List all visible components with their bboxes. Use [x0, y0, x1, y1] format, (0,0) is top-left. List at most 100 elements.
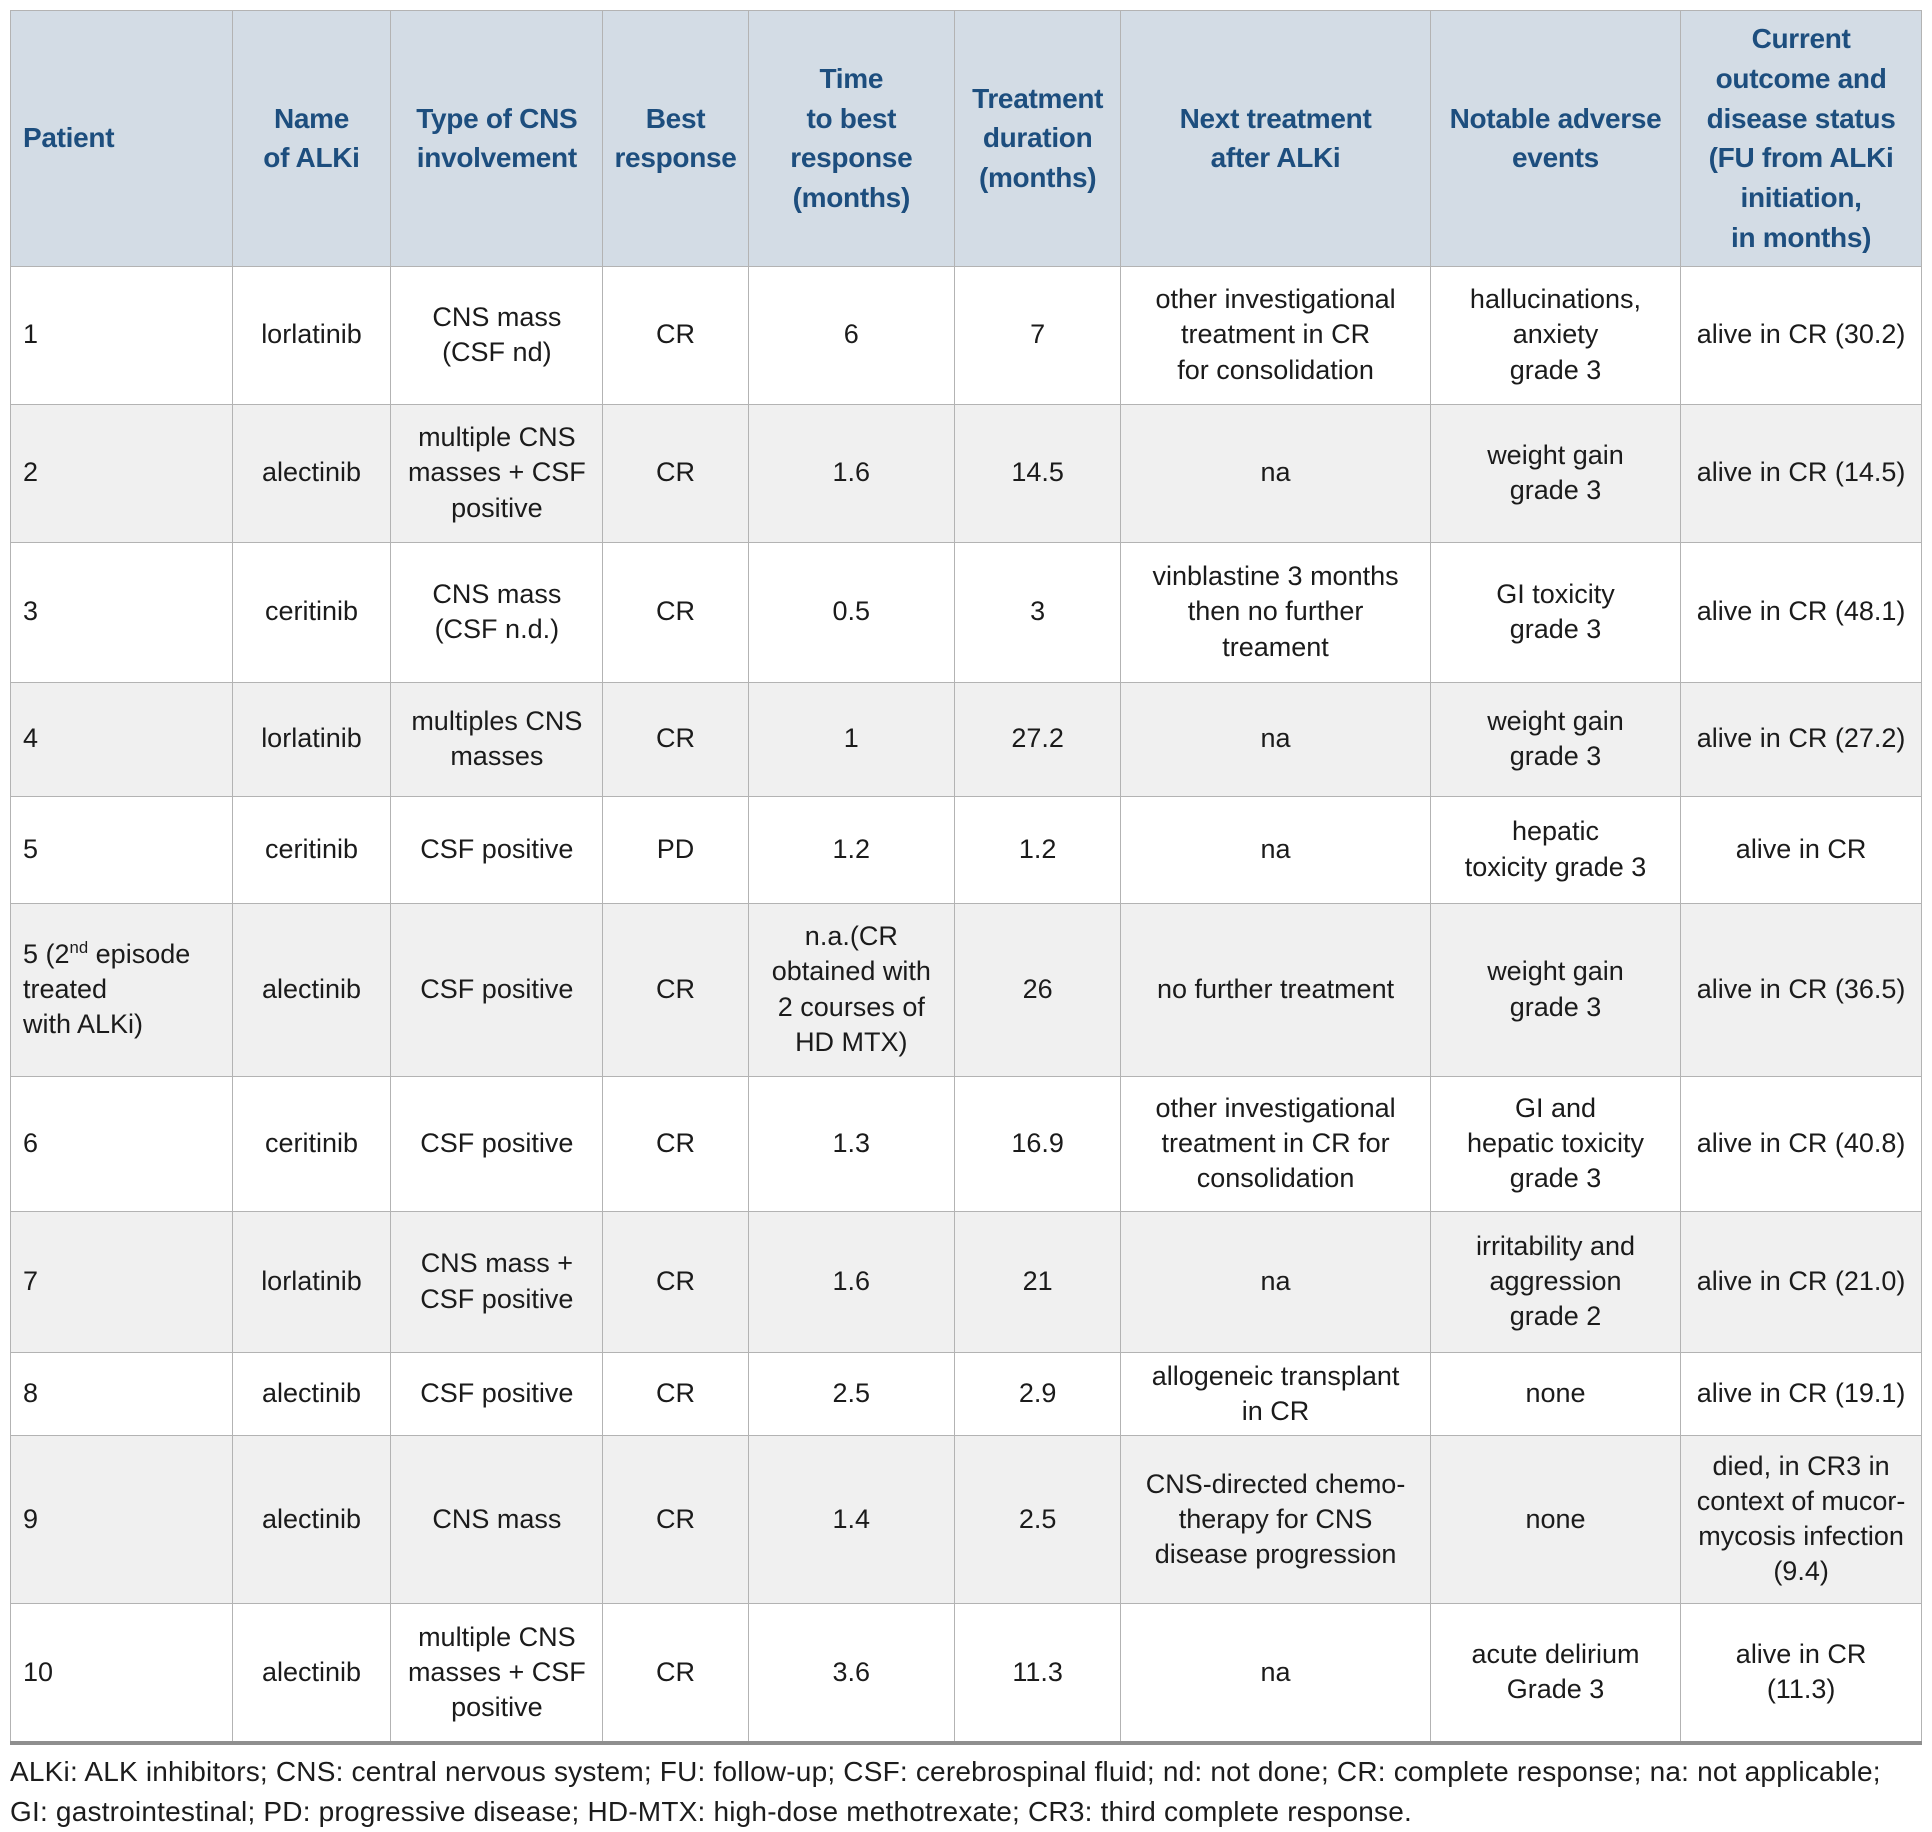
cns-involvement-cell: multiples CNS masses	[390, 681, 604, 797]
name-of-alki-cell: lorlatinib	[231, 265, 392, 405]
patient-row: 3 ceritinib CNS mass (CSF n.d.) CR 0.5 3 vinbl…	[10, 541, 1922, 683]
cns-involvement-cell: CNS mass + CSF positive	[390, 1210, 604, 1353]
header-name-of-alki: Name of ALKi	[231, 10, 392, 267]
next-treatment-cell: other investigational treatment in CR fo…	[1120, 265, 1431, 405]
cns-involvement-cell: multiple CNS masses + CSF positive	[390, 403, 604, 543]
patient-row: 1 lorlatinib CNS mass (CSF nd) CR 6 7 other in…	[10, 265, 1922, 405]
adverse-events-cell: weight gain grade 3	[1429, 681, 1682, 797]
cns-involvement-cell: CSF positive	[390, 795, 604, 904]
patient-label: 8	[23, 1378, 39, 1409]
outcome-cell: alive in CR (48.1)	[1680, 541, 1922, 683]
best-response-cell: CR	[602, 1602, 749, 1746]
table-header: Patient Name of ALKi Type of CNS involve…	[10, 10, 1922, 267]
patient-row: 5 (2nd episode treated with ALKi) alectin…	[10, 902, 1922, 1077]
best-response-cell: CR	[602, 681, 749, 797]
cns-involvement-cell: multiple CNS masses + CSF positive	[390, 1602, 604, 1746]
name-of-alki-cell: ceritinib	[231, 541, 392, 683]
outcome-cell: alive in CR (14.5)	[1680, 403, 1922, 543]
outcome-cell: alive in CR (30.2)	[1680, 265, 1922, 405]
best-response-cell: CR	[602, 902, 749, 1077]
patient-label: 2	[23, 457, 39, 488]
cns-involvement-cell: CSF positive	[390, 1351, 604, 1436]
patient-cell: 1	[10, 265, 233, 405]
patient-outcomes-table: Patient Name of ALKi Type of CNS involve…	[10, 10, 1922, 1746]
patient-label: 5	[23, 833, 39, 864]
cns-involvement-cell: CNS mass (CSF nd)	[390, 265, 604, 405]
header-treatment-duration: Treatment duration (months)	[953, 10, 1122, 267]
patient-cell: 9	[10, 1434, 233, 1604]
header-cns-involvement: Type of CNS involvement	[390, 10, 604, 267]
time-to-best-response-cell: 3.6	[747, 1602, 956, 1746]
best-response-cell: CR	[602, 1434, 749, 1604]
patient-cell: 2	[10, 403, 233, 543]
treatment-duration-cell: 14.5	[953, 403, 1122, 543]
patient-label: 4	[23, 723, 39, 754]
patient-cell: 4	[10, 681, 233, 797]
adverse-events-cell: weight gain grade 3	[1429, 902, 1682, 1077]
name-of-alki-cell: alectinib	[231, 1602, 392, 1746]
outcome-cell: alive in CR (11.3)	[1680, 1602, 1922, 1746]
time-to-best-response-cell: 0.5	[747, 541, 956, 683]
patient-cell: 3	[10, 541, 233, 683]
patient-label: 5 (2	[23, 938, 70, 969]
name-of-alki-cell: alectinib	[231, 1351, 392, 1436]
next-treatment-cell: na	[1120, 403, 1431, 543]
best-response-cell: CR	[602, 403, 749, 543]
treatment-duration-cell: 2.5	[953, 1434, 1122, 1604]
adverse-events-cell: hepatic toxicity grade 3	[1429, 795, 1682, 904]
name-of-alki-cell: alectinib	[231, 1434, 392, 1604]
name-of-alki-cell: ceritinib	[231, 1075, 392, 1212]
time-to-best-response-cell: n.a.(CR obtained with 2 courses of HD MT…	[747, 902, 956, 1077]
name-of-alki-cell: ceritinib	[231, 795, 392, 904]
patient-outcomes-table-wrap: Patient Name of ALKi Type of CNS involve…	[10, 10, 1922, 1746]
outcome-cell: alive in CR (19.1)	[1680, 1351, 1922, 1436]
adverse-events-cell: weight gain grade 3	[1429, 403, 1682, 543]
time-to-best-response-cell: 1.2	[747, 795, 956, 904]
best-response-cell: CR	[602, 541, 749, 683]
header-adverse-events: Notable adverse events	[1429, 10, 1682, 267]
header-current-outcome: Current outcome and disease status (FU f…	[1680, 10, 1922, 267]
header-patient: Patient	[10, 10, 233, 267]
next-treatment-cell: CNS-directed chemo- therapy for CNS dise…	[1120, 1434, 1431, 1604]
treatment-duration-cell: 3	[953, 541, 1122, 683]
treatment-duration-cell: 21	[953, 1210, 1122, 1353]
patient-cell: 8	[10, 1351, 233, 1436]
name-of-alki-cell: lorlatinib	[231, 681, 392, 797]
adverse-events-cell: none	[1429, 1351, 1682, 1436]
cns-involvement-cell: CNS mass	[390, 1434, 604, 1604]
time-to-best-response-cell: 1.4	[747, 1434, 956, 1604]
adverse-events-cell: none	[1429, 1434, 1682, 1604]
patient-row: 5 ceritinib CSF positive PD 1.2 1.2 na hepatic …	[10, 795, 1922, 904]
patient-label-continued: episode treated with ALKi)	[23, 938, 191, 1040]
treatment-duration-cell: 1.2	[953, 795, 1122, 904]
outcome-cell: alive in CR	[1680, 795, 1922, 904]
cns-involvement-cell: CNS mass (CSF n.d.)	[390, 541, 604, 683]
next-treatment-cell: no further treatment	[1120, 902, 1431, 1077]
outcome-cell: alive in CR (36.5)	[1680, 902, 1922, 1077]
best-response-cell: CR	[602, 265, 749, 405]
best-response-cell: CR	[602, 1075, 749, 1212]
treatment-duration-cell: 27.2	[953, 681, 1122, 797]
best-response-cell: CR	[602, 1210, 749, 1353]
outcome-cell: alive in CR (21.0)	[1680, 1210, 1922, 1353]
patient-cell: 6	[10, 1075, 233, 1212]
next-treatment-cell: na	[1120, 1210, 1431, 1353]
patient-ordinal-superscript: nd	[69, 937, 89, 957]
treatment-duration-cell: 11.3	[953, 1602, 1122, 1746]
best-response-cell: CR	[602, 1351, 749, 1436]
adverse-events-cell: GI toxicity grade 3	[1429, 541, 1682, 683]
time-to-best-response-cell: 1	[747, 681, 956, 797]
patient-label: 7	[23, 1265, 39, 1296]
patient-label: 6	[23, 1127, 39, 1158]
outcome-cell: alive in CR (27.2)	[1680, 681, 1922, 797]
patient-cell: 5 (2nd episode treated with ALKi)	[10, 902, 233, 1077]
next-treatment-cell: vinblastine 3 months then no further tre…	[1120, 541, 1431, 683]
name-of-alki-cell: alectinib	[231, 902, 392, 1077]
name-of-alki-cell: lorlatinib	[231, 1210, 392, 1353]
treatment-duration-cell: 2.9	[953, 1351, 1122, 1436]
treatment-duration-cell: 16.9	[953, 1075, 1122, 1212]
time-to-best-response-cell: 1.6	[747, 1210, 956, 1353]
time-to-best-response-cell: 1.6	[747, 403, 956, 543]
time-to-best-response-cell: 1.3	[747, 1075, 956, 1212]
